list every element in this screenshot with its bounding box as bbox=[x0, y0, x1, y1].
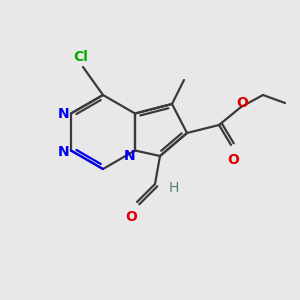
Text: O: O bbox=[125, 210, 137, 224]
Text: O: O bbox=[227, 153, 239, 167]
Text: N: N bbox=[58, 106, 70, 121]
Text: Cl: Cl bbox=[74, 50, 88, 64]
Text: N: N bbox=[124, 149, 136, 164]
Text: O: O bbox=[236, 96, 248, 110]
Text: N: N bbox=[58, 146, 70, 160]
Text: H: H bbox=[169, 181, 179, 195]
